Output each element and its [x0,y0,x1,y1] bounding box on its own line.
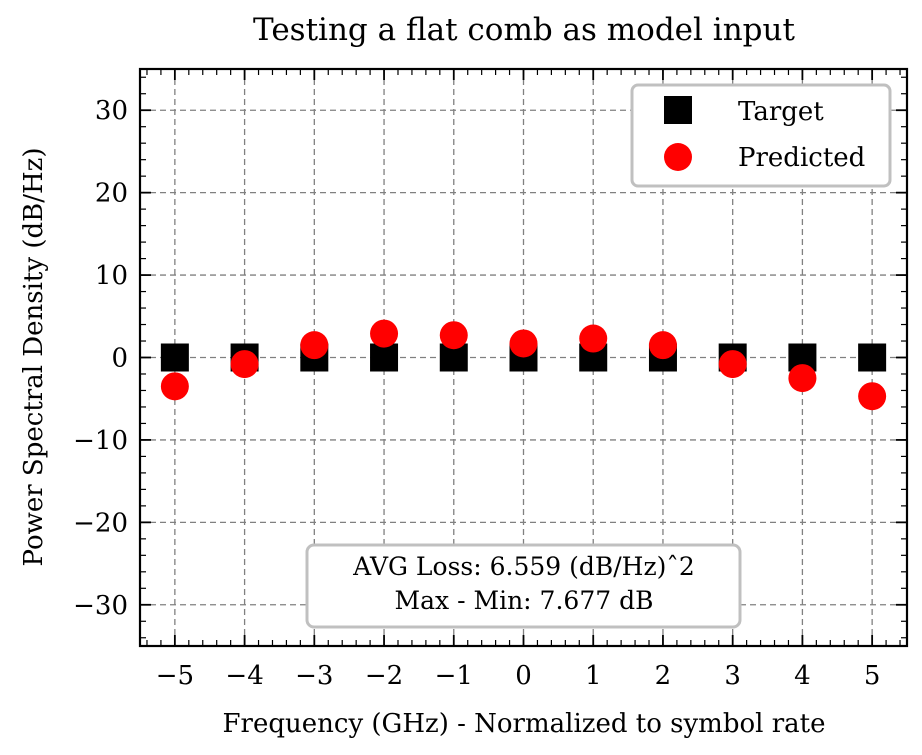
x-tick-label: 2 [655,661,672,691]
x-tick-label: −2 [365,661,403,691]
y-tick-label: −10 [73,426,128,456]
y-tick-label: 20 [95,179,128,209]
predicted-point [718,350,747,379]
legend: Target Predicted [630,83,892,188]
target-point [370,343,399,372]
y-tick-label: 30 [95,96,128,126]
x-tick-label: −3 [295,661,333,691]
predicted-point [579,324,608,353]
y-tick-label: −30 [73,591,128,621]
legend-marker-predicted [664,143,692,171]
x-tick-label: 5 [864,661,881,691]
annotation-avg-loss: AVG Loss: 6.559 (dB/Hz)ˆ2 [352,552,695,581]
predicted-point [858,382,887,411]
y-tick-labels: −30 −20 −10 0 10 20 30 [73,96,128,621]
y-axis-label: Power Spectral Density (dB/Hz) [19,148,49,567]
predicted-point [300,331,329,360]
y-tick-label: −20 [73,508,128,538]
predicted-point [230,350,259,379]
target-point [858,343,887,372]
x-tick-label: 1 [585,661,602,691]
major-ticks [140,69,907,646]
predicted-point [509,329,538,358]
predicted-point [160,372,189,401]
x-tick-label: 0 [515,661,532,691]
target-point [160,343,189,372]
series-predicted [160,319,887,411]
y-tick-label: 0 [111,344,128,374]
legend-box [630,83,892,188]
predicted-point [370,319,399,348]
predicted-point [788,364,817,393]
legend-marker-target [664,96,692,124]
x-tick-label: −1 [435,661,473,691]
legend-label-predicted: Predicted [738,143,865,173]
x-tick-labels: −5 −4 −3 −2 −1 0 1 2 3 4 5 [156,661,881,691]
x-tick-label: −4 [225,661,263,691]
predicted-point [648,331,677,360]
legend-label-target: Target [738,97,824,127]
predicted-point [439,321,468,350]
plot-frame [138,67,909,648]
annotation-box: AVG Loss: 6.559 (dB/Hz)ˆ2 Max - Min: 7.6… [305,543,742,629]
x-tick-label: 4 [794,661,811,691]
y-tick-label: 10 [95,261,128,291]
annotation-max-min: Max - Min: 7.677 dB [395,586,654,615]
series-layer [160,319,887,411]
x-tick-label: 3 [724,661,741,691]
x-axis-label: Frequency (GHz) - Normalized to symbol r… [223,709,826,739]
chart-title: Testing a flat comb as model input [253,12,795,48]
annotation-frame [305,543,742,629]
x-tick-label: −5 [156,661,194,691]
